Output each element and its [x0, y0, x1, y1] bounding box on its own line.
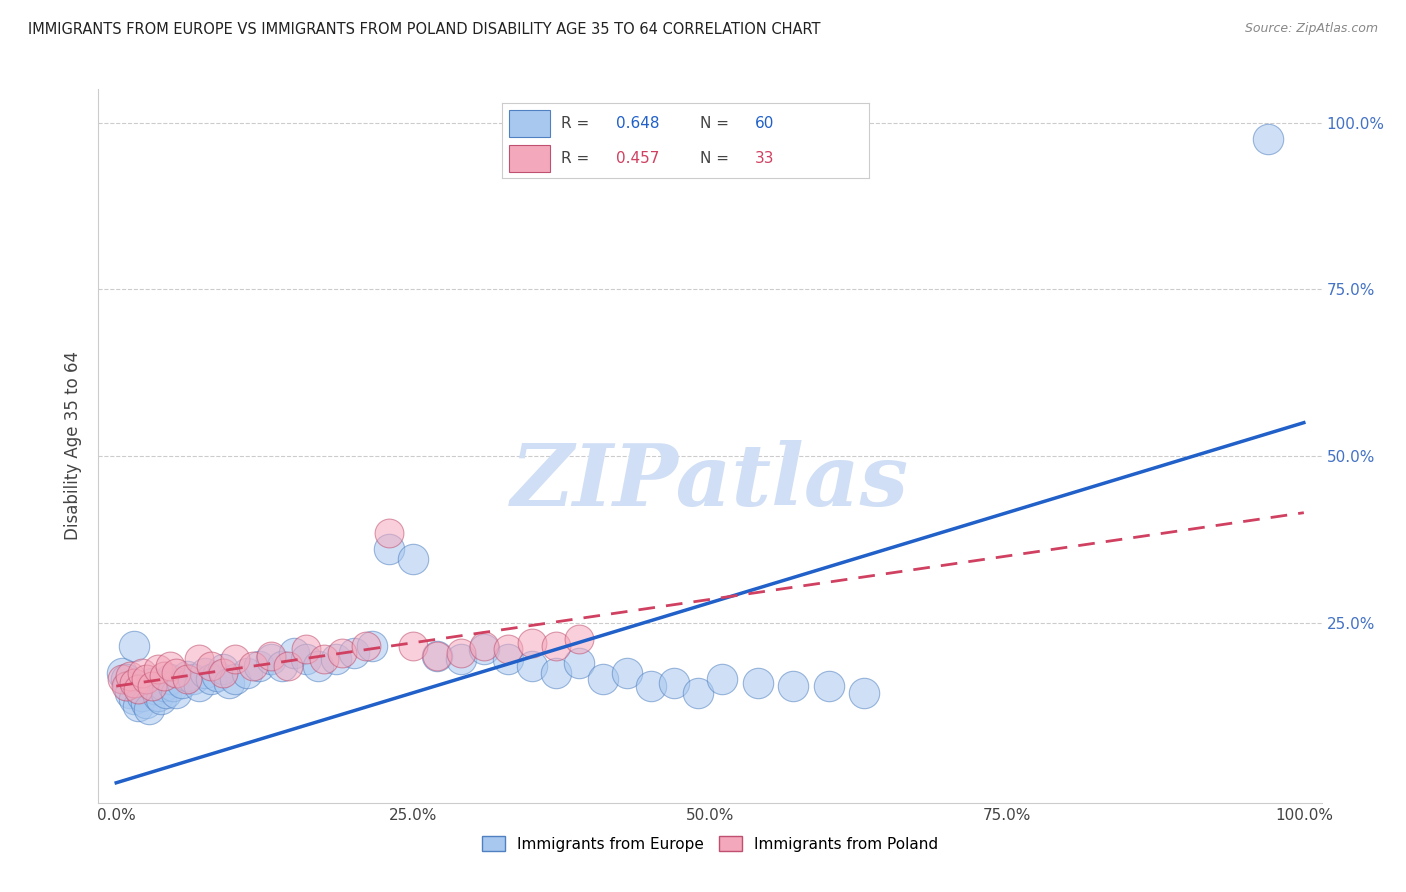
- Point: [131, 689, 153, 703]
- Point: [817, 679, 839, 693]
- Point: [146, 662, 169, 676]
- Point: [474, 639, 496, 653]
- Point: [544, 665, 567, 680]
- Point: [640, 679, 662, 693]
- Point: [122, 692, 145, 706]
- Point: [131, 665, 153, 680]
- Point: [378, 525, 401, 540]
- Point: [114, 679, 136, 693]
- Point: [378, 542, 401, 557]
- Point: [474, 642, 496, 657]
- Point: [152, 669, 174, 683]
- Point: [853, 686, 876, 700]
- Point: [247, 659, 270, 673]
- Point: [710, 673, 733, 687]
- Point: [271, 659, 294, 673]
- Point: [295, 652, 318, 666]
- Point: [568, 656, 591, 670]
- Point: [145, 682, 167, 697]
- Point: [616, 665, 638, 680]
- Point: [176, 669, 198, 683]
- Text: Source: ZipAtlas.com: Source: ZipAtlas.com: [1244, 22, 1378, 36]
- Point: [117, 679, 139, 693]
- Point: [146, 689, 169, 703]
- Point: [114, 673, 136, 687]
- Point: [150, 692, 173, 706]
- Point: [170, 675, 193, 690]
- Point: [242, 659, 264, 673]
- Point: [325, 652, 347, 666]
- Point: [122, 675, 145, 690]
- Point: [496, 652, 519, 666]
- Point: [450, 646, 472, 660]
- Point: [120, 686, 142, 700]
- Point: [283, 646, 305, 660]
- Point: [165, 665, 187, 680]
- Point: [782, 679, 804, 693]
- Point: [664, 675, 686, 690]
- Point: [129, 682, 152, 697]
- Point: [127, 699, 149, 714]
- Point: [312, 652, 335, 666]
- Point: [155, 686, 177, 700]
- Point: [520, 636, 543, 650]
- Legend: Immigrants from Europe, Immigrants from Poland: Immigrants from Europe, Immigrants from …: [474, 828, 946, 859]
- Point: [592, 673, 614, 687]
- Point: [135, 696, 157, 710]
- Point: [176, 673, 198, 687]
- Point: [568, 632, 591, 647]
- Point: [402, 552, 425, 566]
- Point: [194, 665, 217, 680]
- Text: IMMIGRANTS FROM EUROPE VS IMMIGRANTS FROM POLAND DISABILITY AGE 35 TO 64 CORRELA: IMMIGRANTS FROM EUROPE VS IMMIGRANTS FRO…: [28, 22, 821, 37]
- Point: [307, 659, 329, 673]
- Point: [200, 673, 222, 687]
- Point: [343, 646, 366, 660]
- Point: [330, 646, 353, 660]
- Point: [224, 673, 246, 687]
- Point: [747, 675, 769, 690]
- Point: [205, 669, 228, 683]
- Point: [1257, 132, 1279, 146]
- Point: [450, 652, 472, 666]
- Point: [277, 659, 299, 673]
- Y-axis label: Disability Age 35 to 64: Disability Age 35 to 64: [65, 351, 83, 541]
- Point: [135, 673, 157, 687]
- Point: [188, 679, 211, 693]
- Point: [426, 649, 449, 664]
- Point: [496, 642, 519, 657]
- Point: [162, 679, 184, 693]
- Point: [188, 652, 211, 666]
- Point: [402, 639, 425, 653]
- Point: [141, 679, 163, 693]
- Point: [295, 642, 318, 657]
- Point: [111, 673, 134, 687]
- Point: [159, 673, 181, 687]
- Point: [200, 659, 222, 673]
- Point: [426, 649, 449, 664]
- Point: [111, 665, 134, 680]
- Point: [259, 649, 281, 664]
- Point: [224, 652, 246, 666]
- Text: ZIPatlas: ZIPatlas: [510, 440, 910, 524]
- Point: [236, 665, 259, 680]
- Point: [183, 673, 205, 687]
- Point: [127, 682, 149, 697]
- Point: [259, 652, 281, 666]
- Point: [159, 659, 181, 673]
- Point: [212, 665, 235, 680]
- Point: [165, 686, 187, 700]
- Point: [360, 639, 382, 653]
- Point: [138, 702, 160, 716]
- Point: [520, 659, 543, 673]
- Point: [218, 675, 240, 690]
- Point: [544, 639, 567, 653]
- Point: [354, 639, 377, 653]
- Point: [152, 679, 174, 693]
- Point: [120, 669, 142, 683]
- Point: [141, 675, 163, 690]
- Point: [212, 662, 235, 676]
- Point: [688, 686, 710, 700]
- Point: [122, 639, 145, 653]
